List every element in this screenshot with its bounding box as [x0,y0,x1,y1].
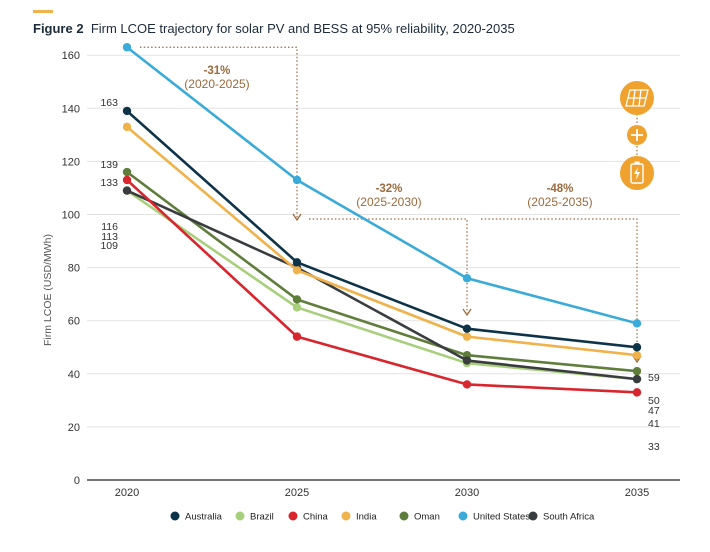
figure-label: Figure 2 [33,21,84,36]
series-line-brazil [126,189,638,381]
end-value-label: 41 [648,418,660,430]
annotation-range: (2020-2025) [184,77,249,91]
battery-cap [634,161,640,164]
y-tick-label: 40 [68,369,80,381]
legend-label-india: India [356,512,377,523]
data-point-australia [462,324,472,333]
y-tick-label: 80 [68,263,80,275]
annotation-percent: -48% [547,183,574,195]
start-value-label: 116 [101,221,118,233]
start-value-label: 109 [100,240,118,252]
title-accent-bar [33,10,53,13]
y-tick-label: 120 [62,156,80,168]
x-tick-label: 2020 [115,487,139,499]
x-tick-label: 2025 [285,487,309,499]
data-point-india [632,351,642,360]
data-point-china [122,175,132,185]
data-point-india [122,122,132,132]
data-point-china [292,332,302,341]
end-value-label: 33 [648,441,660,453]
x-tick-label: 2030 [455,487,479,499]
series-line-united-states [126,46,638,325]
series-line-australia [126,109,638,349]
data-point-south-africa [632,374,642,384]
series-line-india [126,125,638,357]
solar-panel-glyph [625,89,649,107]
legend-label-china: China [303,512,329,523]
data-point-united-states [122,43,132,52]
annotation-range: (2025-2030) [356,195,421,209]
data-point-china [632,388,642,397]
end-value-label: 47 [648,405,660,417]
data-point-oman [632,366,642,376]
series-line-south-africa [126,189,638,381]
legend-marker-oman [399,511,409,521]
y-tick-label: 60 [68,316,80,328]
start-value-label: 113 [101,231,118,243]
start-value-label: 139 [100,159,118,171]
series-line-oman [126,170,638,373]
battery-bolt [634,167,640,180]
legend-label-brazil: Brazil [250,512,274,523]
x-tick-label: 2035 [625,487,649,499]
legend-label-australia: Australia [185,512,223,523]
start-value-label: 133 [100,177,118,189]
annotation-arrowhead [292,213,302,222]
data-point-oman [292,295,302,304]
figure-title: Figure 2 Firm LCOE trajectory for solar … [33,21,515,36]
legend-label-oman: Oman [414,512,440,523]
data-point-australia [632,343,642,352]
legend-marker-china [288,511,298,521]
data-point-australia [292,258,302,267]
data-point-south-africa [462,356,472,365]
data-point-oman [122,167,132,177]
legend-marker-australia [170,511,180,521]
y-axis-label: Firm LCOE (USD/MWh) [42,234,54,346]
start-value-label: 163 [100,97,118,109]
annotation-arrow-2020-2025 [140,46,298,218]
annotation-percent: -32% [376,183,403,195]
data-point-united-states [632,319,642,328]
legend-marker-united-states [458,511,468,521]
annotation-range: (2025-2035) [527,195,592,209]
legend-label-united-states: United States [473,512,530,523]
annotation-arrow-2025-2030 [309,218,468,313]
data-point-south-africa [122,186,132,195]
y-tick-label: 140 [62,103,80,115]
end-value-label: 50 [648,395,660,407]
figure-title-text: Firm LCOE trajectory for solar PV and BE… [90,21,515,36]
y-tick-label: 160 [62,50,80,62]
y-tick-label: 0 [74,475,80,487]
plus-glyph [631,129,643,141]
data-point-united-states [462,274,472,283]
annotation-arrowhead [462,308,472,317]
data-point-brazil [292,303,302,312]
data-point-india [462,332,472,341]
y-tick-label: 100 [62,210,80,222]
annotation-arrow-2025-2035 [481,218,638,360]
legend-label-south-africa: South Africa [543,512,595,523]
legend-marker-india [341,511,351,521]
y-tick-label: 20 [68,422,80,434]
annotation-percent: -31% [204,65,231,77]
end-value-label: 59 [648,372,660,384]
legend-marker-south-africa [528,511,538,521]
data-point-india [292,266,302,275]
legend-marker-brazil [235,511,245,521]
data-point-china [462,380,472,389]
data-point-united-states [292,175,302,185]
data-point-australia [122,106,132,116]
series-line-china [126,179,638,394]
